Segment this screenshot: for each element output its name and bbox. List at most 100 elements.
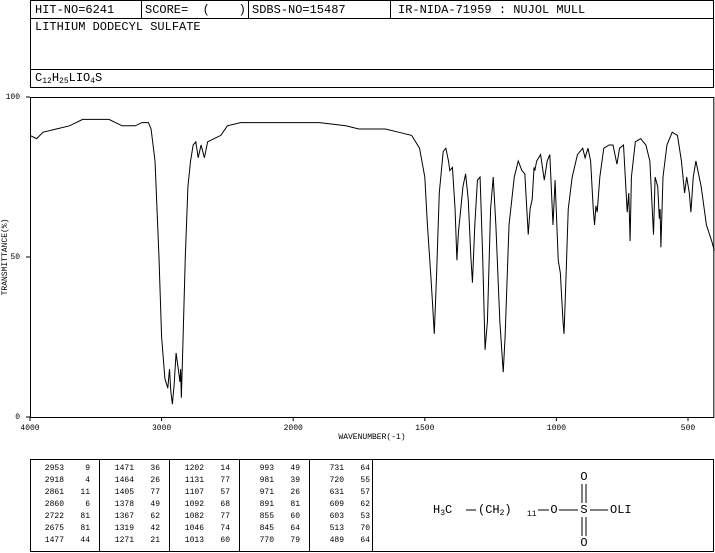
x-axis-label: WAVENUMBER(-1) — [338, 433, 405, 442]
methyl-part: C — [445, 503, 452, 517]
peak-intensity: 14 — [220, 464, 230, 473]
top-oxygen: O — [580, 470, 587, 484]
repeat-count: 11 — [527, 510, 537, 519]
peak-wavenumber: 855 — [260, 512, 275, 521]
spectrum-line — [29, 118, 715, 405]
peak-wavenumber: 513 — [330, 524, 345, 533]
peak-intensity: 49 — [290, 464, 300, 473]
peak-wavenumber: 489 — [330, 536, 345, 545]
peak-intensity: 77 — [150, 488, 160, 497]
chain-part: 2 — [500, 509, 505, 518]
peak-wavenumber: 770 — [260, 536, 275, 545]
peak-intensity: 57 — [220, 488, 230, 497]
peak-wavenumber: 1405 — [115, 488, 134, 497]
peak-intensity: 62 — [150, 512, 160, 521]
x-tick-label: 500 — [681, 424, 696, 433]
peak-intensity: 57 — [360, 488, 370, 497]
peak-wavenumber: 1271 — [115, 536, 134, 545]
peak-intensity: 42 — [150, 524, 160, 533]
formula-subscript: 25 — [59, 77, 69, 86]
peak-intensity: 26 — [290, 488, 300, 497]
bottom-oxygen: O — [580, 536, 587, 550]
peak-intensity: 68 — [220, 500, 230, 509]
x-tick-label: 2000 — [284, 424, 303, 433]
peak-intensity: 74 — [220, 524, 230, 533]
plot-frame — [30, 97, 715, 418]
peak-intensity: 49 — [150, 500, 160, 509]
formula-part: H — [52, 71, 59, 85]
formula-subscript: 4 — [90, 77, 95, 86]
peak-intensity: 9 — [85, 464, 90, 473]
peak-wavenumber: 1046 — [185, 524, 204, 533]
peak-wavenumber: 731 — [330, 464, 345, 473]
peak-wavenumber: 2860 — [45, 500, 64, 509]
score: SCORE= ( ) — [145, 3, 246, 17]
peak-wavenumber: 603 — [330, 512, 345, 521]
peak-wavenumber: 2675 — [45, 524, 64, 533]
peak-wavenumber: 1082 — [185, 512, 204, 521]
chain-group: (CH2) — [478, 503, 512, 518]
x-tick-label: 1000 — [547, 424, 566, 433]
peak-wavenumber: 1477 — [45, 536, 64, 545]
peak-wavenumber: 609 — [330, 500, 345, 509]
x-tick-label: 3000 — [152, 424, 171, 433]
peak-wavenumber: 1107 — [185, 488, 204, 497]
peak-wavenumber: 2861 — [45, 488, 64, 497]
peak-intensity: 4 — [85, 476, 90, 485]
peak-wavenumber: 1202 — [185, 464, 204, 473]
peak-wavenumber: 1131 — [185, 476, 204, 485]
formula-part: C — [35, 71, 42, 85]
peak-wavenumber: 2918 — [45, 476, 64, 485]
y-tick-label: 50 — [10, 253, 20, 262]
formula: C12H25LIO4S — [35, 71, 102, 86]
peak-wavenumber: 1013 — [185, 536, 204, 545]
lithium-oxide: OLI — [610, 503, 632, 517]
x-tick-label: 1500 — [415, 424, 434, 433]
sulfur: S — [580, 503, 587, 517]
peak-wavenumber: 1464 — [115, 476, 134, 485]
peak-wavenumber: 891 — [260, 500, 275, 509]
peak-intensity: 60 — [220, 536, 230, 545]
chain-part: ) — [504, 503, 511, 517]
ether-oxygen: O — [550, 503, 557, 517]
peak-intensity: 55 — [360, 476, 370, 485]
peak-intensity: 44 — [80, 536, 90, 545]
peak-intensity: 77 — [220, 512, 230, 521]
methyl-part: 3 — [440, 509, 445, 518]
peak-wavenumber: 2953 — [45, 464, 64, 473]
peak-intensity: 64 — [360, 464, 370, 473]
header-box — [30, 0, 714, 88]
peak-intensity: 77 — [220, 476, 230, 485]
peak-intensity: 64 — [360, 536, 370, 545]
compound-name: LITHIUM DODECYL SULFATE — [35, 20, 201, 34]
methyl-group: H3C — [433, 503, 452, 518]
y-axis-label: TRANSMITTANCE(%) — [1, 219, 10, 296]
sdbs-no: SDBS-NO=15487 — [252, 3, 346, 17]
peak-intensity: 70 — [360, 524, 370, 533]
hit-no: HIT-NO=6241 — [35, 3, 114, 17]
peak-intensity: 26 — [150, 476, 160, 485]
methyl-part: H — [433, 503, 440, 517]
peak-wavenumber: 993 — [260, 464, 275, 473]
chain-part: (CH — [478, 503, 500, 517]
peak-wavenumber: 971 — [260, 488, 275, 497]
formula-subscript: 12 — [42, 77, 52, 86]
peak-wavenumber: 1471 — [115, 464, 134, 473]
peak-wavenumber: 1092 — [185, 500, 204, 509]
peak-intensity: 64 — [290, 524, 300, 533]
peak-intensity: 39 — [290, 476, 300, 485]
peak-wavenumber: 845 — [260, 524, 275, 533]
peak-intensity: 62 — [360, 500, 370, 509]
y-tick-label: 100 — [6, 93, 21, 102]
peak-intensity: 81 — [80, 524, 90, 533]
peak-intensity: 60 — [290, 512, 300, 521]
peak-wavenumber: 1319 — [115, 524, 134, 533]
formula-part: LIO — [69, 71, 91, 85]
peak-intensity: 79 — [290, 536, 300, 545]
peak-intensity: 11 — [80, 488, 90, 497]
peak-intensity: 81 — [80, 512, 90, 521]
peak-wavenumber: 981 — [260, 476, 275, 485]
structure: H3C (CH2) 11 O S O O OLI — [433, 470, 632, 550]
peak-intensity: 36 — [150, 464, 160, 473]
